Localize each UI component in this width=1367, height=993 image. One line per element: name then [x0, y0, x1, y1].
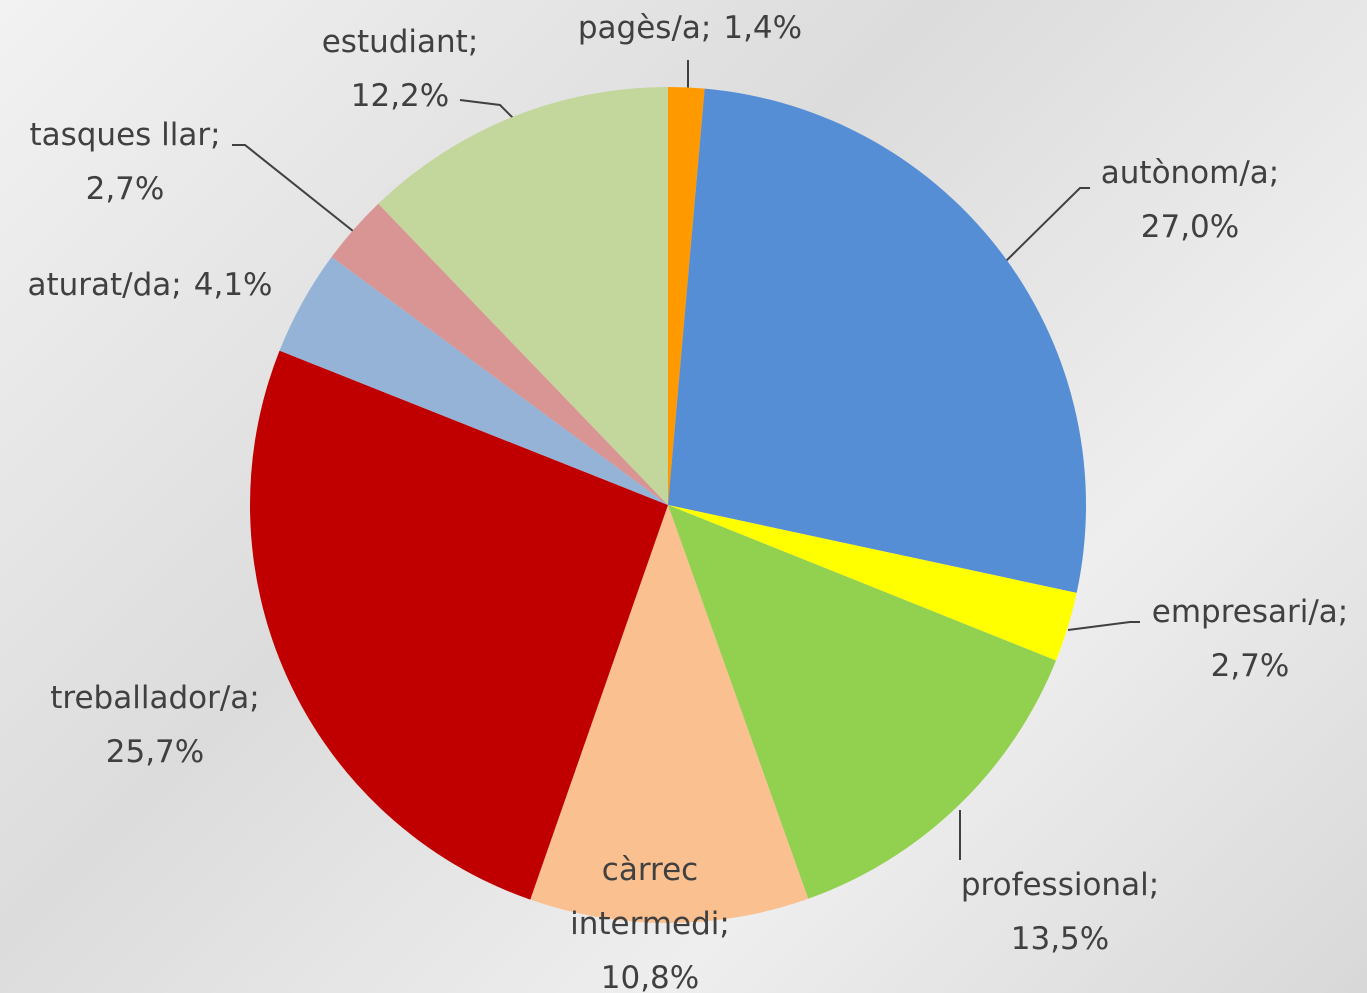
value-label: 1,4%	[723, 10, 803, 46]
data-label: treballador/a; 25,7%	[20, 671, 290, 779]
leader-line	[1067, 621, 1140, 631]
category-label: autònom/a;	[1100, 155, 1280, 191]
pie-slice	[279, 256, 668, 505]
category-label: tasques llar;	[29, 117, 221, 153]
category-label: pagès/a;	[577, 10, 712, 46]
data-label: càrrec intermedi; 10,8%	[540, 843, 760, 993]
data-label: tasques llar; 2,7%	[0, 108, 250, 216]
leader-line	[232, 144, 359, 236]
category-label: treballador/a;	[50, 680, 260, 716]
category-label: estudiant;	[321, 24, 479, 60]
data-label: professional; 13,5%	[930, 858, 1190, 966]
data-label: empresari/a; 2,7%	[1130, 585, 1367, 693]
value-label: 27,0%	[1140, 209, 1240, 245]
leader-line	[459, 99, 516, 121]
value-label: 10,8%	[600, 960, 700, 993]
leader-line	[1004, 187, 1090, 263]
pie-slice	[331, 203, 668, 505]
pie-slice	[378, 86, 668, 505]
pie-slice	[668, 87, 705, 505]
pie-slice	[668, 88, 1086, 593]
value-label: 12,2%	[350, 78, 450, 114]
pie-slice	[530, 505, 809, 923]
data-label: autònom/a; 27,0%	[1080, 146, 1300, 254]
category-label: càrrec intermedi;	[570, 852, 730, 942]
category-label: empresari/a;	[1151, 594, 1349, 630]
pie-slice	[250, 350, 669, 900]
pie-slice	[668, 505, 1056, 899]
value-label: 2,7%	[1210, 648, 1290, 684]
value-label: 25,7%	[105, 734, 205, 770]
category-label: professional;	[960, 867, 1160, 903]
value-label: 2,7%	[85, 171, 165, 207]
data-label: estudiant; 12,2%	[300, 15, 500, 123]
data-label: aturat/da; 4,1%	[0, 258, 300, 312]
pie-slice	[668, 505, 1077, 661]
category-label: aturat/da;	[27, 267, 182, 303]
value-label: 13,5%	[1010, 921, 1110, 957]
data-label: pagès/a; 1,4%	[520, 1, 860, 55]
value-label: 4,1%	[193, 267, 273, 303]
